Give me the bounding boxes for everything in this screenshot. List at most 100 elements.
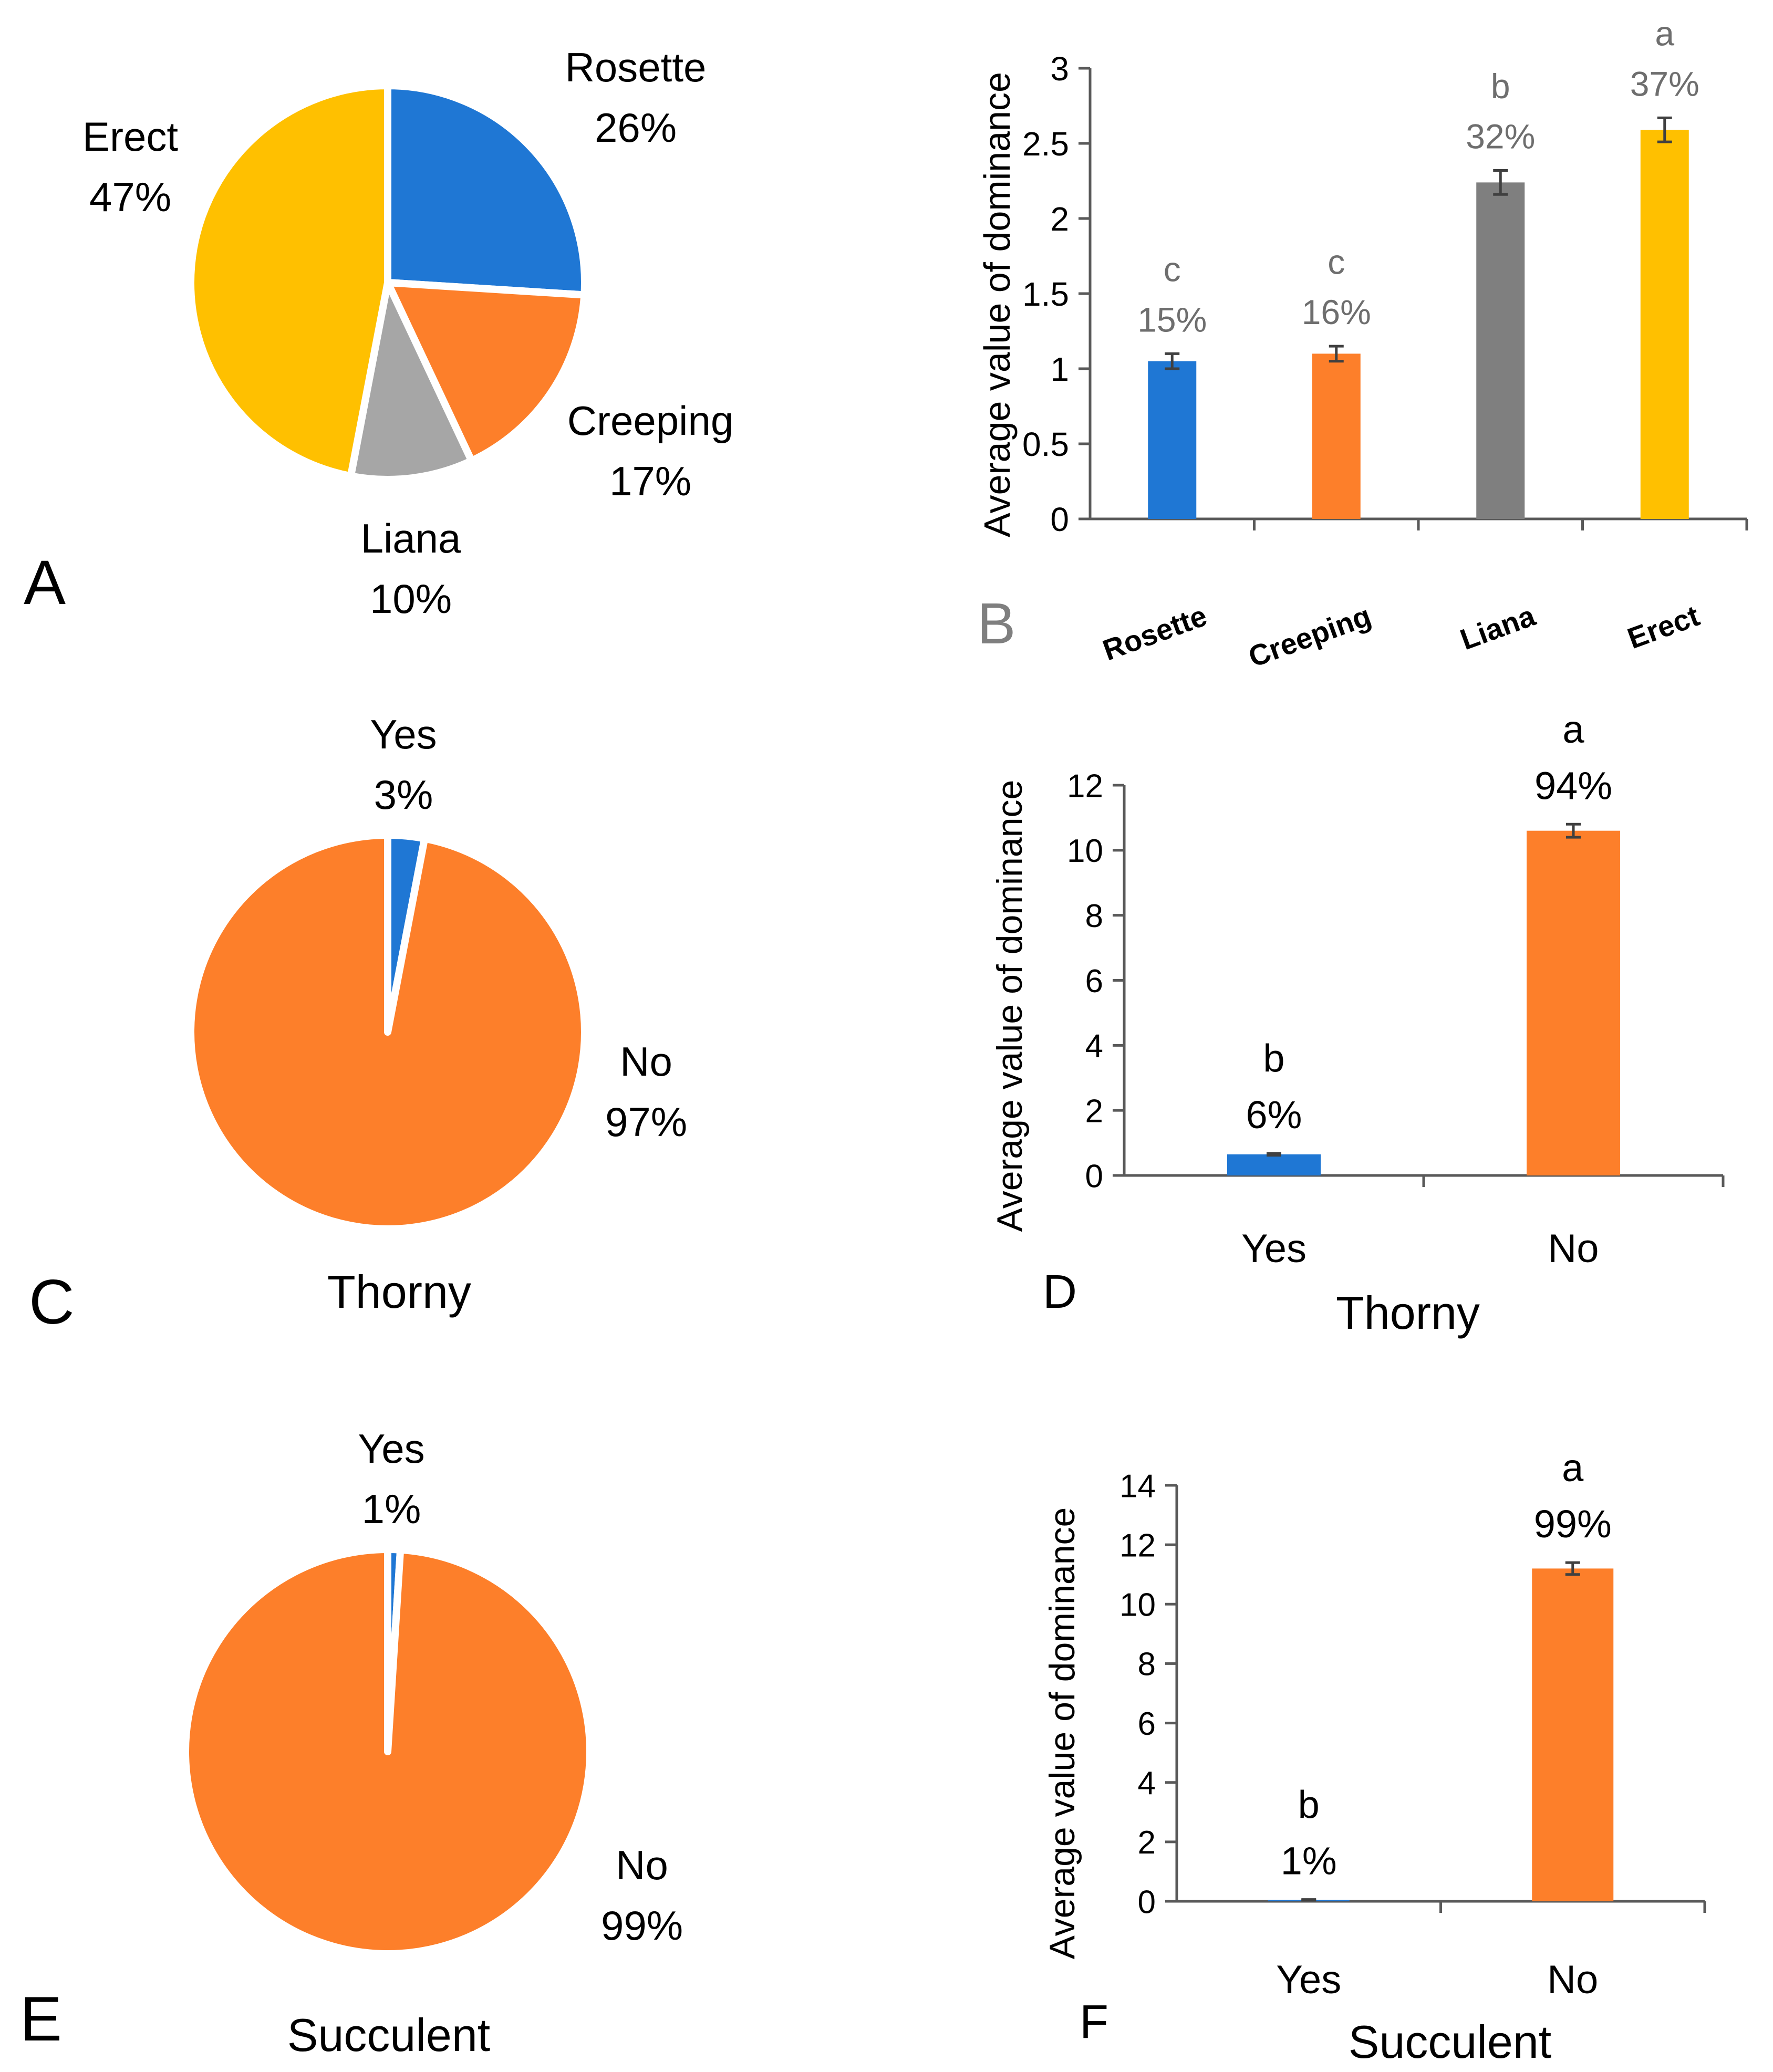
pie-slice-erect [187, 82, 391, 480]
error-bar-rosette [1165, 352, 1180, 370]
x-tick-label-no: No [1547, 1958, 1598, 2002]
y-tick-label: 0 [1085, 1158, 1103, 1194]
y-tick-label: 12 [1119, 1527, 1156, 1564]
significance-letter-liana: b [1491, 67, 1510, 106]
y-tick-label: 8 [1085, 898, 1103, 934]
y-axis-title: Average value of dominance [990, 780, 1030, 1232]
panel-letter-f: F [1080, 1996, 1108, 2048]
bar-no [1532, 1568, 1614, 1901]
bar-chart-growth-form: Average value of dominance 0 0.5 1 1.5 2 2.5 3… [977, 14, 1748, 673]
y-tick-label: 1 [1050, 350, 1069, 388]
panel-letter-e: E [20, 1984, 62, 2054]
pie-label-yes: Yes [358, 1425, 424, 1472]
pie-percent-creeping: 17% [609, 458, 691, 504]
error-bar-erect [1657, 116, 1672, 143]
y-tick-label: 1.5 [1022, 275, 1069, 313]
data-label-percent-no: 94% [1534, 764, 1612, 807]
bar-chart-succulent: Average value of dominance Succulent 0 2 4… [1042, 1446, 1706, 2068]
pie-title: Thorny [327, 1266, 471, 1318]
significance-letter-no: a [1562, 1446, 1584, 1490]
pie-chart-thorny: Yes 3% No 97% Thorny [187, 711, 687, 1318]
pie-slice-no [187, 831, 588, 1233]
bar-rosette [1148, 361, 1197, 519]
y-axis-title: Average value of dominance [977, 72, 1018, 537]
data-label-percent-liana: 32% [1466, 117, 1535, 155]
bar-liana [1476, 182, 1525, 519]
pie-slice-no [182, 1546, 594, 1958]
data-label-percent-erect: 37% [1630, 64, 1699, 103]
data-label-percent-no: 99% [1534, 1502, 1612, 1546]
pie-percent-rosette: 26% [595, 105, 677, 151]
data-label-percent-rosette: 15% [1137, 300, 1207, 339]
pie-slice-rosette [384, 82, 588, 299]
y-tick-label: 2 [1138, 1825, 1156, 1861]
bar-erect [1640, 130, 1689, 519]
error-bar-yes [1267, 1152, 1281, 1157]
pie-label-creeping: Creeping [567, 398, 734, 444]
pie-chart-succulent: Yes 1% No 99% Succulent [182, 1425, 683, 2061]
pie-label-no: No [620, 1038, 672, 1085]
x-axis-title: Succulent [1349, 2016, 1551, 2068]
panel-letter-a: A [24, 547, 66, 618]
bar-yes [1227, 1154, 1321, 1175]
significance-letter-yes: b [1263, 1037, 1284, 1080]
error-bar-creeping [1329, 345, 1344, 363]
pie-percent-no: 97% [605, 1099, 687, 1145]
y-tick-label: 4 [1085, 1028, 1103, 1065]
x-tick-label-erect: Erect [1623, 599, 1704, 655]
pie-slice-creeping [384, 279, 588, 465]
y-tick-label: 10 [1067, 833, 1103, 869]
significance-letter-creeping: c [1328, 242, 1345, 281]
bar-chart-thorny: Average value of dominance Thorny 0 2 4 6 8 1… [990, 707, 1725, 1339]
y-tick-label: 12 [1067, 768, 1103, 804]
y-axis-title: Average value of dominance [1042, 1507, 1082, 1960]
y-tick-label: 2 [1050, 200, 1069, 238]
pie-label-rosette: Rosette [565, 44, 707, 90]
significance-letter-erect: a [1655, 14, 1674, 53]
y-tick-label: 14 [1119, 1468, 1156, 1504]
bar-creeping [1312, 353, 1361, 519]
data-label-percent-creeping: 16% [1302, 293, 1371, 331]
y-tick-label: 2.5 [1022, 125, 1069, 163]
error-bar-liana [1493, 169, 1508, 196]
pie-percent-erect: 47% [89, 174, 171, 220]
significance-letter-no: a [1562, 707, 1584, 751]
significance-letter-yes: b [1298, 1783, 1320, 1826]
y-tick-label: 0 [1138, 1884, 1156, 1920]
x-tick-label-no: No [1548, 1226, 1599, 1271]
error-bar-no [1566, 822, 1581, 839]
y-tick-label: 2 [1085, 1093, 1103, 1129]
y-tick-label: 0 [1050, 501, 1069, 538]
y-tick-label: 4 [1138, 1765, 1156, 1802]
pie-chart-growth-form: Rosette 26% Creeping 17% Liana 10% Erect… [82, 44, 733, 622]
pie-label-liana: Liana [361, 515, 461, 561]
pie-percent-yes: 1% [362, 1486, 421, 1532]
significance-letter-rosette: c [1164, 250, 1181, 289]
y-tick-label: 10 [1119, 1587, 1156, 1623]
data-label-percent-yes: 6% [1246, 1093, 1302, 1137]
y-tick-label: 3 [1050, 50, 1069, 88]
data-label-percent-yes: 1% [1281, 1839, 1337, 1883]
panel-letter-d: D [1043, 1266, 1077, 1318]
error-bar-no [1565, 1561, 1580, 1576]
pie-label-erect: Erect [82, 113, 178, 160]
pie-title: Succulent [287, 2009, 490, 2061]
x-tick-label-yes: Yes [1276, 1958, 1341, 2002]
y-tick-label: 8 [1138, 1647, 1156, 1683]
x-tick-label-liana: Liana [1456, 599, 1540, 657]
x-tick-label-rosette: Rosette [1098, 599, 1211, 667]
y-tick-label: 6 [1138, 1706, 1156, 1742]
pie-percent-no: 99% [601, 1902, 683, 1949]
bar-no [1527, 830, 1620, 1175]
panel-letter-b: B [977, 591, 1015, 656]
y-tick-label: 6 [1085, 963, 1103, 999]
pie-label-yes: Yes [370, 711, 437, 757]
pie-percent-liana: 10% [370, 576, 452, 622]
x-axis-title: Thorny [1336, 1287, 1480, 1339]
y-tick-label: 0.5 [1022, 425, 1069, 463]
x-tick-label-yes: Yes [1241, 1226, 1307, 1271]
x-tick-label-creeping: Creeping [1244, 599, 1375, 673]
pie-percent-yes: 3% [374, 772, 433, 818]
panel-letter-c: C [29, 1267, 75, 1337]
